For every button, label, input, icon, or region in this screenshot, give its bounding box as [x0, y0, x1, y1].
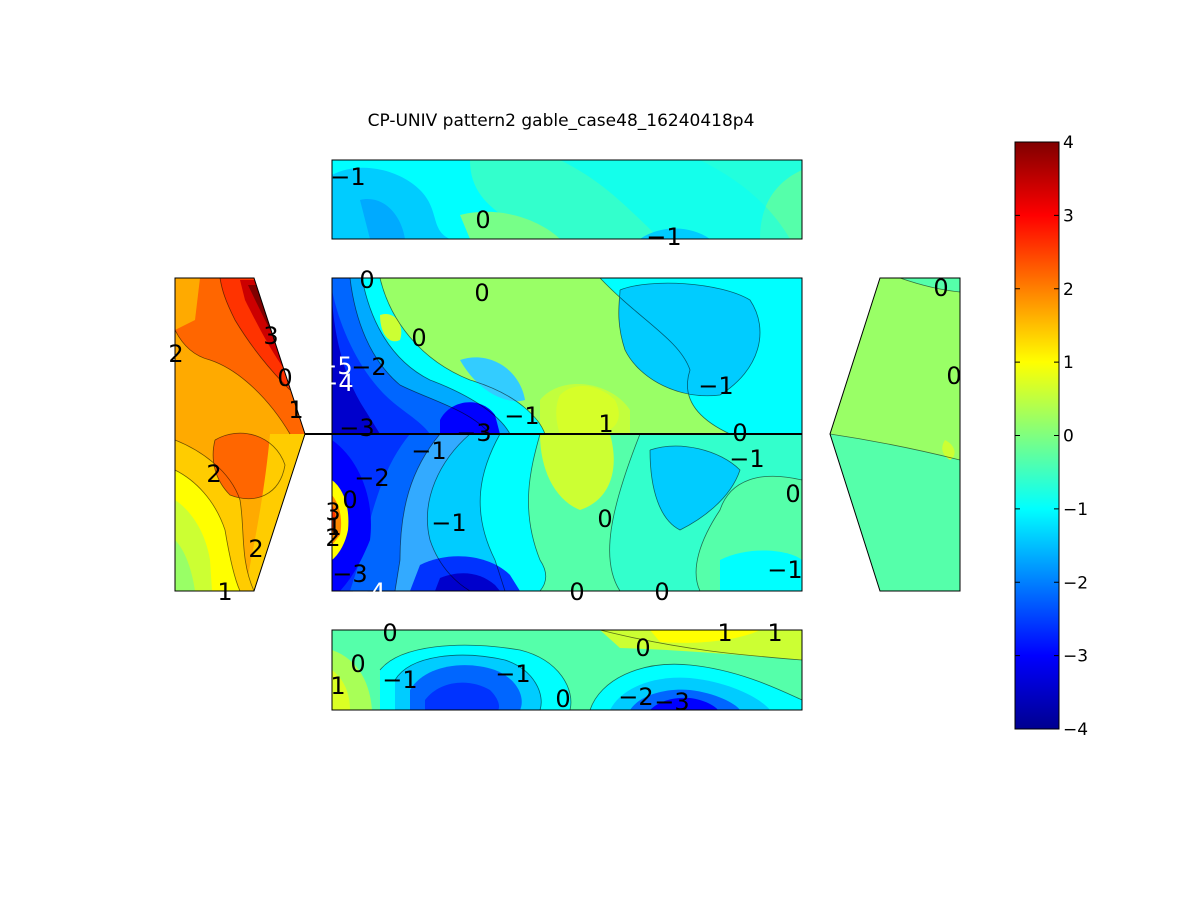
- colorbar-tick-label: 2: [1063, 280, 1074, 300]
- panel-bottom-face: [332, 630, 802, 710]
- contour-label: 0: [474, 279, 489, 307]
- colorbar-tick-label: 1: [1063, 353, 1074, 373]
- panel-right-gable: [830, 278, 960, 591]
- contour-label: −1: [504, 402, 539, 430]
- contour-label: −1: [646, 223, 681, 251]
- chart-title: CP-UNIV pattern2 gable_case48_16240418p4: [368, 111, 755, 131]
- contour-label: 0: [933, 274, 948, 302]
- contour-label: −4: [350, 578, 385, 606]
- colorbar-tick-label: −3: [1063, 647, 1088, 667]
- contour-labels: −1 0 −1 2 3 0 1 2 2 1 0 0 0 −2 −1 −1 1 0…: [168, 163, 961, 716]
- panel-top-frame: [331, 159, 803, 240]
- panel-bottom-frame: [331, 629, 803, 711]
- contour-label: 0: [382, 619, 397, 647]
- panel-left-gable: [175, 278, 305, 591]
- contour-label: 0: [555, 685, 570, 713]
- contour-label: 0: [277, 364, 292, 392]
- contour-label: 0: [411, 324, 426, 352]
- colorbar: 4 3 2 1 0 −1 −2 −3 −4: [1014, 133, 1088, 740]
- contour-label: −3: [456, 419, 491, 447]
- contour-label: 0: [654, 578, 669, 606]
- contour-label: 0: [359, 266, 374, 294]
- contour-label: 1: [217, 578, 232, 606]
- colorbar-tick-label: −1: [1063, 500, 1088, 520]
- contour-label: 2: [325, 524, 340, 552]
- contour-label: 0: [342, 486, 357, 514]
- contour-label: 3: [325, 498, 340, 526]
- contour-label: −1: [411, 437, 446, 465]
- contour-label: −4: [318, 369, 353, 397]
- colorbar-tick-label: 0: [1063, 427, 1074, 447]
- contour-label: 0: [350, 650, 365, 678]
- contour-label: −1: [767, 556, 802, 584]
- contour-label: 1: [717, 619, 732, 647]
- contour-label: −1: [382, 666, 417, 694]
- contour-label: 1: [288, 396, 303, 424]
- contour-label: 0: [635, 634, 650, 662]
- contour-label: −3: [654, 688, 689, 716]
- contour-label: 0: [475, 206, 490, 234]
- contour-label: 2: [248, 535, 263, 563]
- contour-label: −3: [339, 414, 374, 442]
- contour-label: 2: [206, 460, 221, 488]
- colorbar-tick-label: −4: [1063, 720, 1088, 740]
- contour-label: 3: [263, 322, 278, 350]
- contour-label: 2: [168, 340, 183, 368]
- panel-right-gable-frame: [829, 277, 961, 592]
- colorbar-tick-label: −2: [1063, 573, 1088, 593]
- contour-label: −3: [332, 560, 367, 588]
- contour-label: −1: [431, 509, 466, 537]
- contour-label: −2: [354, 464, 389, 492]
- colorbar-gradient: [1015, 142, 1059, 729]
- contour-label: 0: [785, 480, 800, 508]
- contour-label: −5: [317, 352, 352, 380]
- contour-label: 0: [732, 419, 747, 447]
- contour-label: −1: [495, 660, 530, 688]
- contour-label: 1: [330, 672, 345, 700]
- contour-label: 1: [326, 513, 341, 541]
- contour-label: −2: [618, 683, 653, 711]
- contour-label: −1: [698, 372, 733, 400]
- panel-left-gable-frame: [174, 277, 306, 592]
- contour-label: 0: [597, 505, 612, 533]
- contour-label: 0: [946, 362, 961, 390]
- contour-label: −1: [729, 445, 764, 473]
- colorbar-ticks: 4 3 2 1 0 −1 −2 −3 −4: [1015, 133, 1088, 740]
- contour-label: 0: [569, 578, 584, 606]
- contour-label: −2: [351, 353, 386, 381]
- colorbar-tick-label: 3: [1063, 206, 1074, 226]
- contour-label: 1: [598, 410, 613, 438]
- contour-label: −1: [330, 163, 365, 191]
- panel-roof: [332, 278, 802, 591]
- contour-label: 1: [767, 619, 782, 647]
- panel-top-face: [332, 160, 802, 239]
- colorbar-tick-label: 4: [1063, 133, 1074, 153]
